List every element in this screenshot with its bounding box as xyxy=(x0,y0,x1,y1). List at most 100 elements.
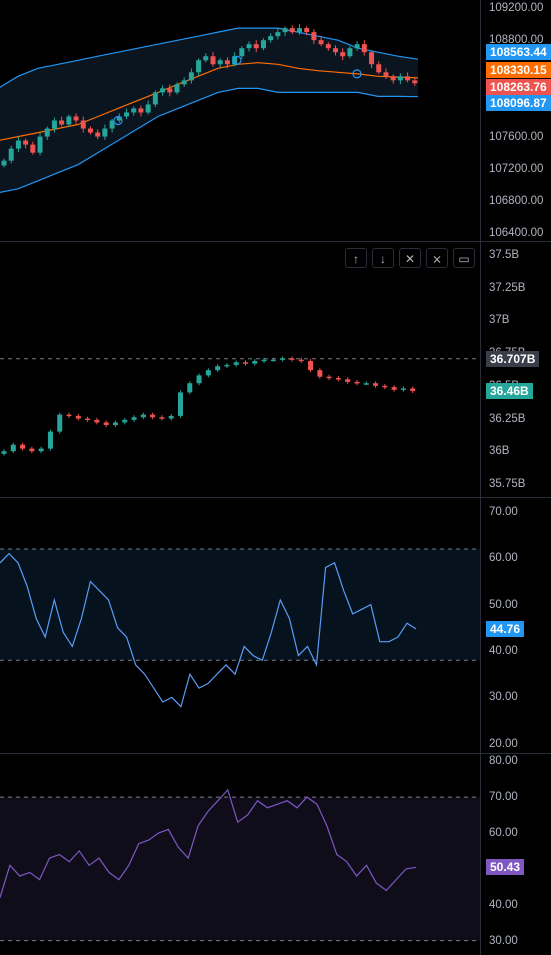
candle-body xyxy=(354,381,360,384)
candle-body xyxy=(73,116,79,121)
candle-body xyxy=(160,88,166,93)
axis-tick-label: 106400.00 xyxy=(489,226,544,239)
volume-pane[interactable]: ↑↓✕⨯▭ 37.5B37.25B37B36.75B36.5B36.25B36B… xyxy=(0,242,551,497)
collapse-icon[interactable]: ⨯ xyxy=(426,248,448,268)
axis-tick-label: 37B xyxy=(489,314,510,327)
candle-body xyxy=(85,418,91,421)
candle-body xyxy=(187,383,193,393)
candle-body xyxy=(382,385,388,388)
move-up-icon[interactable]: ↑ xyxy=(345,248,367,268)
candle-body xyxy=(181,80,187,85)
price-axis[interactable]: 109200.00108800.00108400.00108000.001076… xyxy=(480,0,551,241)
candle-body xyxy=(354,44,360,49)
candle-body xyxy=(57,414,63,432)
price-pane[interactable]: 109200.00108800.00108400.00108000.001076… xyxy=(0,0,551,241)
candle-body xyxy=(298,359,304,362)
close-icon[interactable]: ✕ xyxy=(399,248,421,268)
candle-body xyxy=(340,52,346,57)
candle-body xyxy=(373,383,379,386)
price-chart[interactable] xyxy=(0,0,481,241)
candle-body xyxy=(150,414,156,418)
bollinger-basis-line xyxy=(0,62,419,141)
candle-body xyxy=(383,72,389,77)
candle-body xyxy=(311,32,317,41)
candle-body xyxy=(38,448,44,452)
rsi-axis[interactable]: 70.00 60.00 50.00 40.00 30.00 20.00 44.76 xyxy=(480,498,551,753)
candle-body xyxy=(140,414,146,418)
candle-body xyxy=(20,444,26,449)
rsi-chart[interactable] xyxy=(0,498,481,753)
volume-chart[interactable] xyxy=(0,242,481,497)
axis-tick-label: 37.5B xyxy=(489,249,520,262)
pane-divider[interactable] xyxy=(0,753,551,754)
axis-tick-label: 108800.00 xyxy=(489,34,544,47)
oscillator-line xyxy=(0,552,417,708)
pane-divider[interactable] xyxy=(0,241,551,242)
axis-tick-label: 37.25B xyxy=(489,281,526,294)
candle-body xyxy=(361,44,367,53)
candle-body xyxy=(66,414,72,417)
candle-body xyxy=(233,362,239,365)
candle-body xyxy=(15,140,21,149)
price-badge: 44.76 xyxy=(486,620,525,637)
axis-tick-label: 35.75B xyxy=(489,477,526,490)
candle-body xyxy=(131,108,137,113)
candle-body xyxy=(335,378,341,380)
candle-body xyxy=(124,112,130,117)
candle-body xyxy=(397,76,403,81)
candle-body xyxy=(37,136,43,153)
oscillator-line xyxy=(0,788,417,898)
candle-body xyxy=(376,64,382,73)
candle-body xyxy=(59,120,65,125)
candle-body xyxy=(268,36,274,41)
candle-body xyxy=(243,362,249,364)
candle-body xyxy=(177,392,183,416)
candle-body xyxy=(289,358,295,360)
axis-tick-label: 40.00 xyxy=(489,898,518,911)
candle-body xyxy=(102,128,108,137)
axis-tick-label: 30.00 xyxy=(489,691,518,704)
rsi-pane[interactable]: 70.00 60.00 50.00 40.00 30.00 20.00 44.76 xyxy=(0,498,551,753)
candle-body xyxy=(188,72,194,81)
candle-body xyxy=(347,48,353,57)
candle-body xyxy=(280,358,286,360)
candle-body xyxy=(412,80,418,84)
axis-tick-label: 70.00 xyxy=(489,791,518,804)
candle-body xyxy=(168,415,174,419)
signal-marker xyxy=(232,55,242,65)
candle-body xyxy=(224,364,230,367)
band-fill xyxy=(0,549,481,661)
volume-axis[interactable]: 37.5B37.25B37B36.75B36.5B36.25B36B35.75B… xyxy=(480,242,551,497)
candle-body xyxy=(51,120,57,129)
bollinger-lower-line xyxy=(0,87,419,194)
price-badge: 108096.87 xyxy=(486,95,551,111)
candle-body xyxy=(29,448,35,452)
axis-tick-label: 70.00 xyxy=(489,505,518,518)
maximize-icon[interactable]: ▭ xyxy=(453,248,475,268)
candle-body xyxy=(174,84,180,93)
candle-body xyxy=(317,370,323,377)
bollinger-upper-line xyxy=(0,27,419,88)
move-down-icon[interactable]: ↓ xyxy=(372,248,394,268)
candle-body xyxy=(232,56,238,65)
candle-body xyxy=(138,108,144,113)
price-badge: 108330.15 xyxy=(486,62,551,78)
candle-body xyxy=(333,48,339,53)
candle-body xyxy=(253,44,259,49)
pane-divider[interactable] xyxy=(0,497,551,498)
candle-body xyxy=(304,28,310,33)
candle-body xyxy=(152,92,158,105)
signal-marker xyxy=(113,115,123,126)
axis-tick-label: 80.00 xyxy=(489,755,518,768)
stoch-chart[interactable] xyxy=(0,754,481,955)
candle-body xyxy=(282,28,288,33)
candle-body xyxy=(400,388,406,390)
candle-body xyxy=(116,116,122,121)
candle-body xyxy=(1,160,7,166)
axis-tick-label: 109200.00 xyxy=(489,2,544,15)
candle-body xyxy=(8,148,14,161)
candle-body xyxy=(239,48,245,57)
axis-tick-label: 36.25B xyxy=(489,412,526,425)
